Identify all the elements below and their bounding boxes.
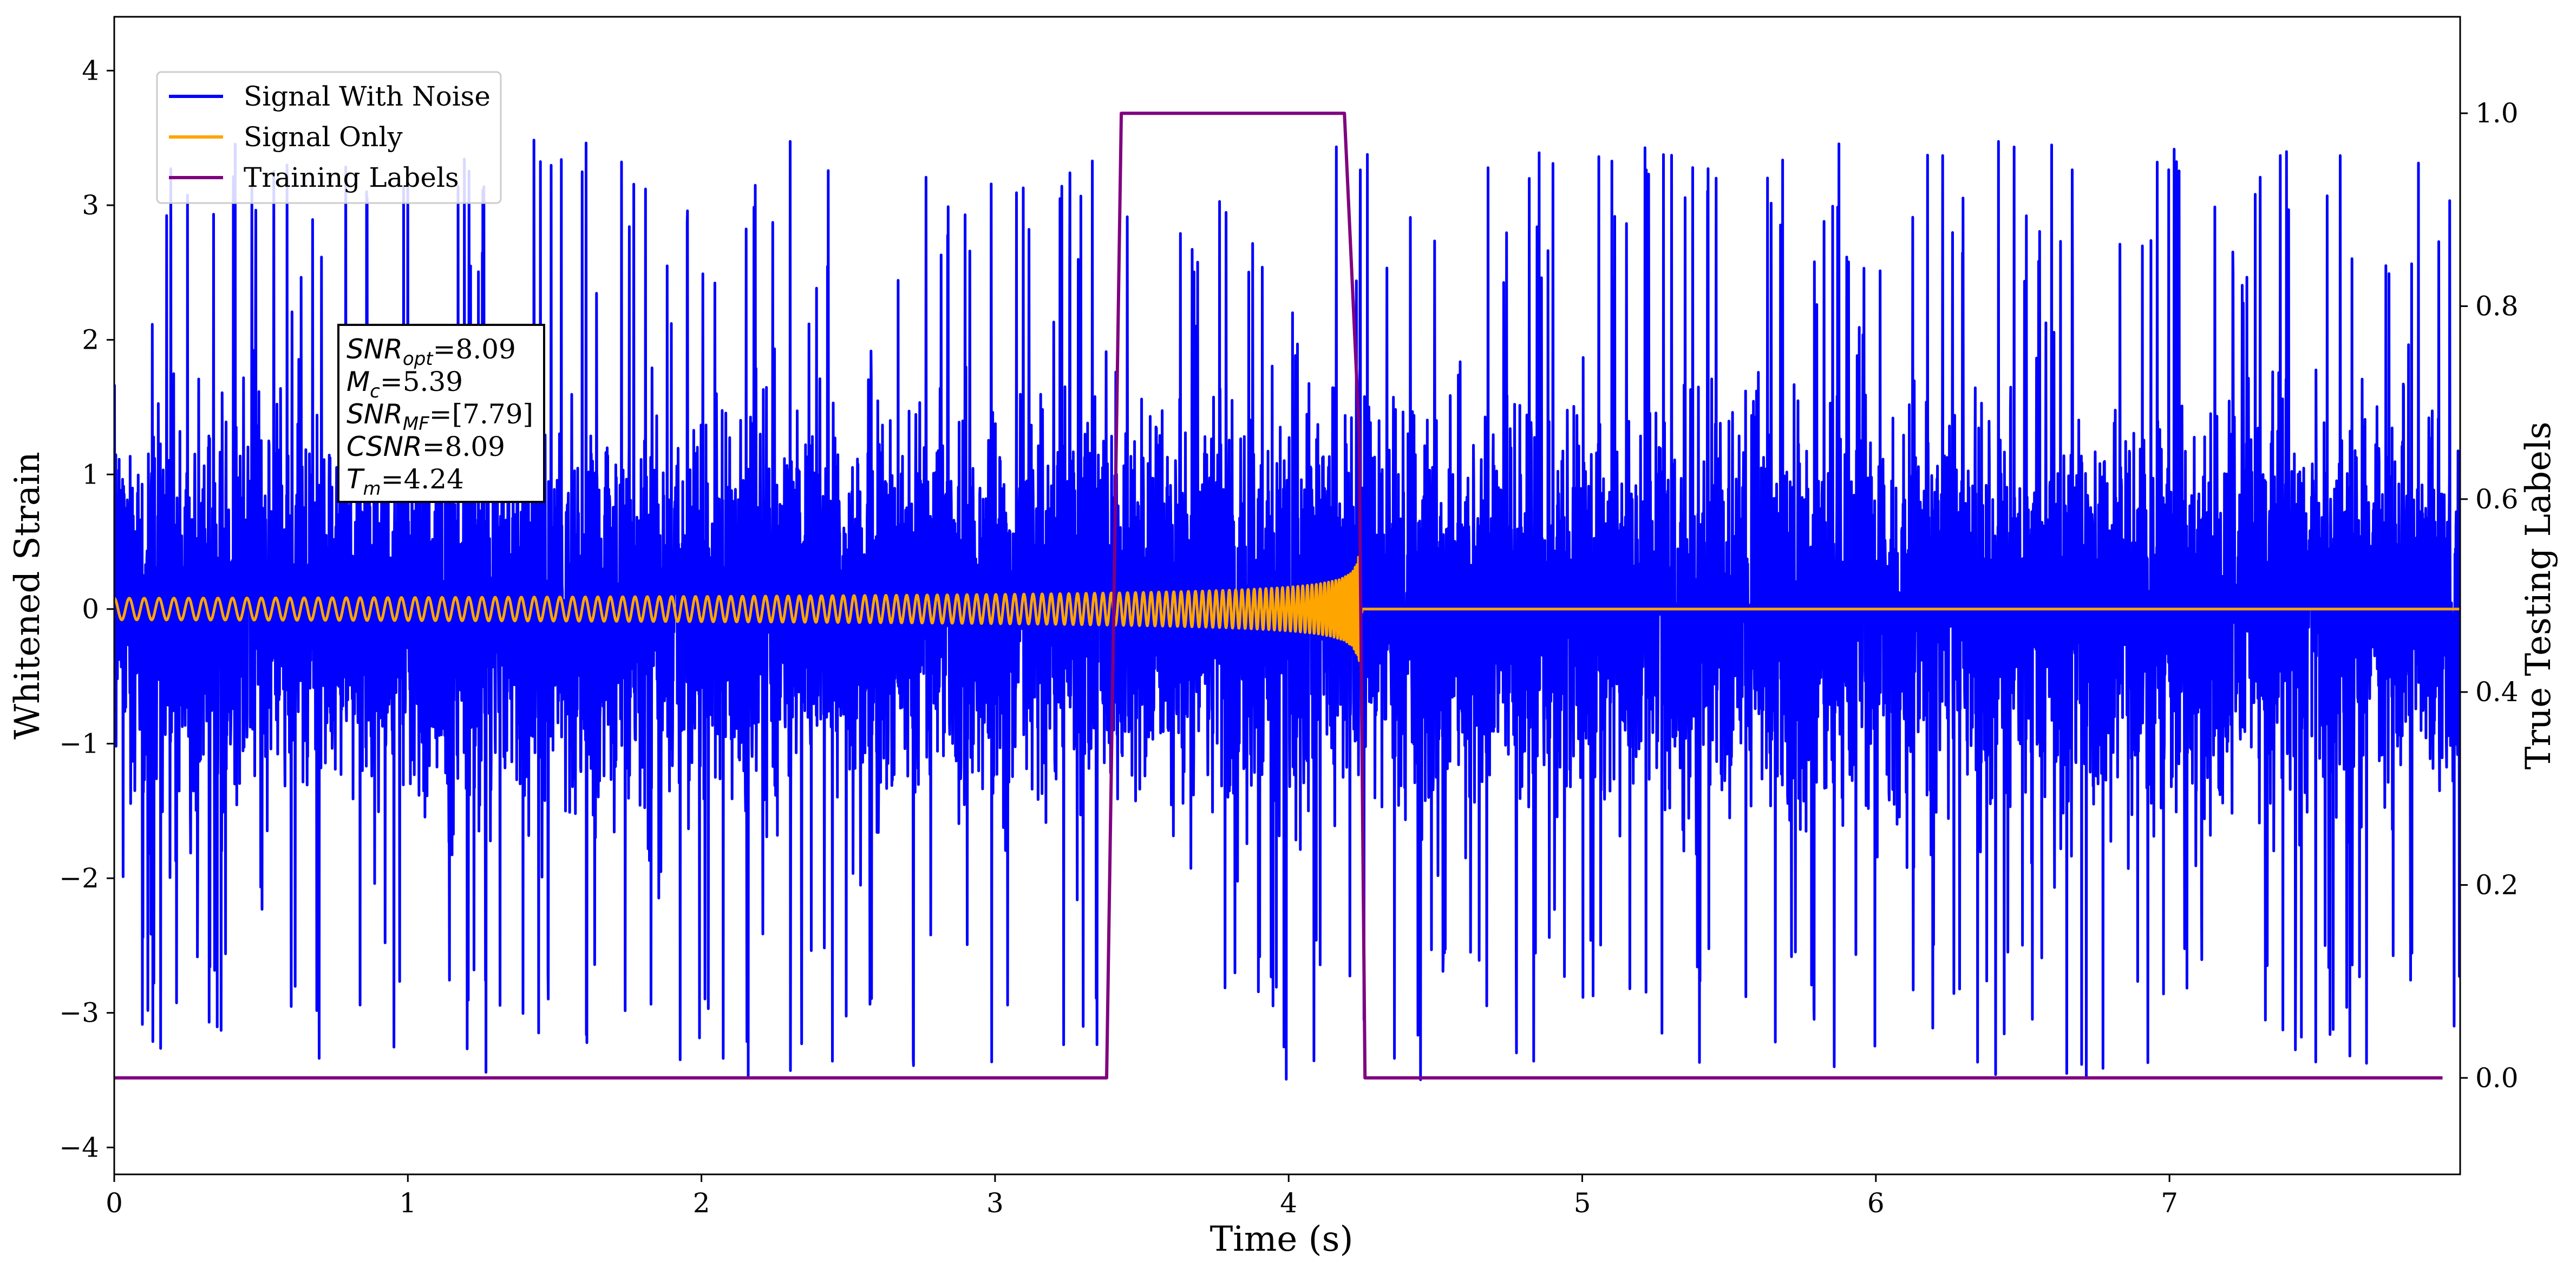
y-axis-right: 0.0 0.2 0.4 0.6 0.8 1.0 xyxy=(2460,97,2519,1094)
x-tick-label: 4 xyxy=(1280,1187,1297,1219)
y2-tick-label: 1.0 xyxy=(2475,97,2519,129)
series-training-labels xyxy=(114,112,2443,1080)
x-tick-label: 3 xyxy=(986,1187,1004,1219)
y-tick-label: −1 xyxy=(59,728,99,759)
x-tick-label: 2 xyxy=(693,1187,710,1219)
y-tick-label: −3 xyxy=(59,997,99,1029)
y-tick-label: 1 xyxy=(82,459,99,490)
y-axis-left: −4 −3 −2 −1 0 1 2 3 4 xyxy=(59,55,114,1163)
y2-tick-label: 0.0 xyxy=(2475,1062,2519,1094)
x-axis-title: Time (s) xyxy=(1210,1219,1354,1259)
y-tick-label: 0 xyxy=(82,593,99,625)
annotation-merger-time: Tm=4.24 xyxy=(346,463,464,500)
annotation-snr-opt: SNRopt=8.09 xyxy=(346,334,516,370)
legend-label-training-labels: Training Labels xyxy=(244,162,459,193)
y-tick-label: −4 xyxy=(59,1132,99,1163)
legend-box xyxy=(156,71,502,204)
x-tick-label: 5 xyxy=(1574,1187,1591,1219)
x-axis: 0 1 2 3 4 5 6 7 xyxy=(106,1174,2178,1219)
plot-frame xyxy=(113,16,2461,1175)
annotation-csnr: CSNR=8.09 xyxy=(346,431,505,462)
y-tick-label: 3 xyxy=(82,190,99,221)
annotation-frame xyxy=(337,324,545,503)
legend: Signal With Noise Signal Only Training L… xyxy=(156,71,502,204)
x-tick-label: 0 xyxy=(106,1187,123,1219)
y2-tick-label: 0.2 xyxy=(2475,870,2519,901)
annotation-chirp-mass: Mc=5.39 xyxy=(346,366,463,402)
y-tick-label: 4 xyxy=(82,55,99,86)
plot-area xyxy=(114,112,2460,1081)
y-tick-label: −2 xyxy=(59,863,99,894)
legend-label-signal-only: Signal Only xyxy=(244,121,403,153)
x-tick-label: 1 xyxy=(399,1187,416,1219)
y-tick-label: 2 xyxy=(82,324,99,356)
series-signal-only xyxy=(114,556,2460,662)
legend-label-signal-with-noise: Signal With Noise xyxy=(244,81,491,112)
y-axis-title: Whitened Strain xyxy=(8,452,48,739)
annotation-box: SNRopt=8.09 Mc=5.39 SNRMF=[7.79] CSNR=8.… xyxy=(337,324,545,503)
y2-tick-label: 0.6 xyxy=(2475,484,2519,515)
y2-axis-title: True Testing Labels xyxy=(2519,422,2559,770)
annotation-snr-mf: SNRMF=[7.79] xyxy=(346,398,533,435)
series-signal-with-noise xyxy=(114,139,2460,1081)
y2-tick-label: 0.4 xyxy=(2475,676,2519,708)
x-tick-label: 6 xyxy=(1867,1187,1885,1219)
y2-tick-label: 0.8 xyxy=(2475,291,2519,322)
x-tick-label: 7 xyxy=(2161,1187,2178,1219)
